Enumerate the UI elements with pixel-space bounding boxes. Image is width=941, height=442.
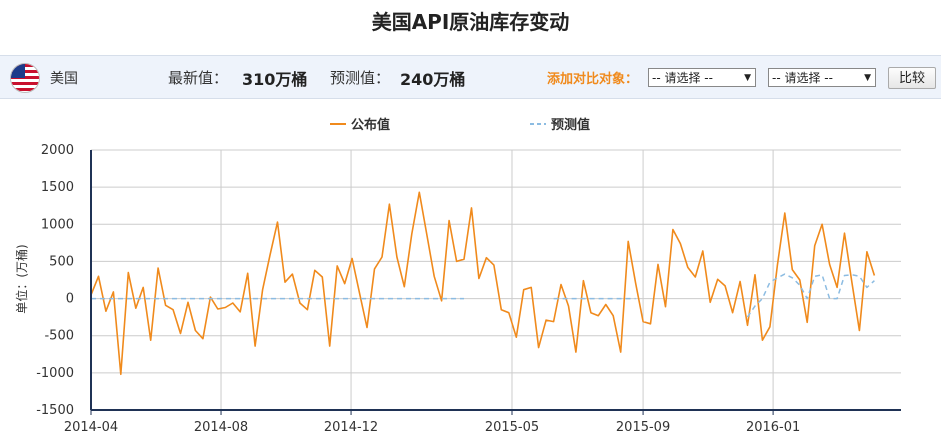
y-tick-label: -1500 [36,403,74,418]
chart-series [90,191,876,376]
y-tick-label: 0 [66,292,74,307]
compare-button[interactable]: 比较 [888,67,936,89]
y-tick-label: -500 [44,329,74,344]
latest-value: 310万桶 [242,70,308,89]
y-tick-label: 1000 [41,217,74,232]
y-tick-label: 1500 [41,180,74,195]
compare-select-2-value: -- 请选择 -- [772,71,833,85]
x-tick-label: 2015-05 [485,420,539,435]
series-actual-line[interactable] [90,191,876,376]
info-bar: 美国 最新值： 310万桶 预测值： 240万桶 添加对比对象： -- 请选择 … [0,55,941,99]
x-axis-ticks: 2014-04 2014-08 2014-12 2015-05 2015-09 2016-… [64,410,800,435]
forecast-value: 240万桶 [400,70,466,89]
y-tick-label: 500 [49,254,74,269]
latest-value-label: 最新值： [168,69,229,87]
page-title: 美国API原油库存变动 [371,10,570,34]
y-axis-ticks: 2000 1500 1000 500 0 -500 -1000 -1500 [36,143,74,418]
add-compare-label: 添加对比对象： [547,72,639,87]
us-flag-icon [10,63,40,93]
y-tick-label: -1000 [36,366,74,381]
dropdown-arrow-icon: ▼ [864,73,871,83]
country-name: 美国 [50,71,78,87]
dropdown-arrow-icon: ▼ [744,73,751,83]
y-tick-label: 2000 [41,143,74,158]
x-tick-label: 2016-01 [746,420,800,435]
forecast-value-label: 预测值： [330,69,391,87]
x-tick-label: 2014-12 [324,420,378,435]
compare-select-2[interactable]: -- 请选择 -- ▼ [768,68,876,87]
x-tick-label: 2014-08 [194,420,248,435]
chart-legend: 公布值 预测值 [330,117,590,133]
legend-actual-label[interactable]: 公布值 [351,117,390,133]
x-tick-label: 2015-09 [616,420,670,435]
series-forecast-line[interactable] [746,273,875,318]
x-tick-label: 2014-04 [64,420,118,435]
compare-select-1-value: -- 请选择 -- [652,71,713,85]
y-axis-label: 单位：(万桶) [14,244,29,313]
legend-forecast-label[interactable]: 预测值 [551,117,590,133]
compare-select-1[interactable]: -- 请选择 -- ▼ [648,68,756,87]
